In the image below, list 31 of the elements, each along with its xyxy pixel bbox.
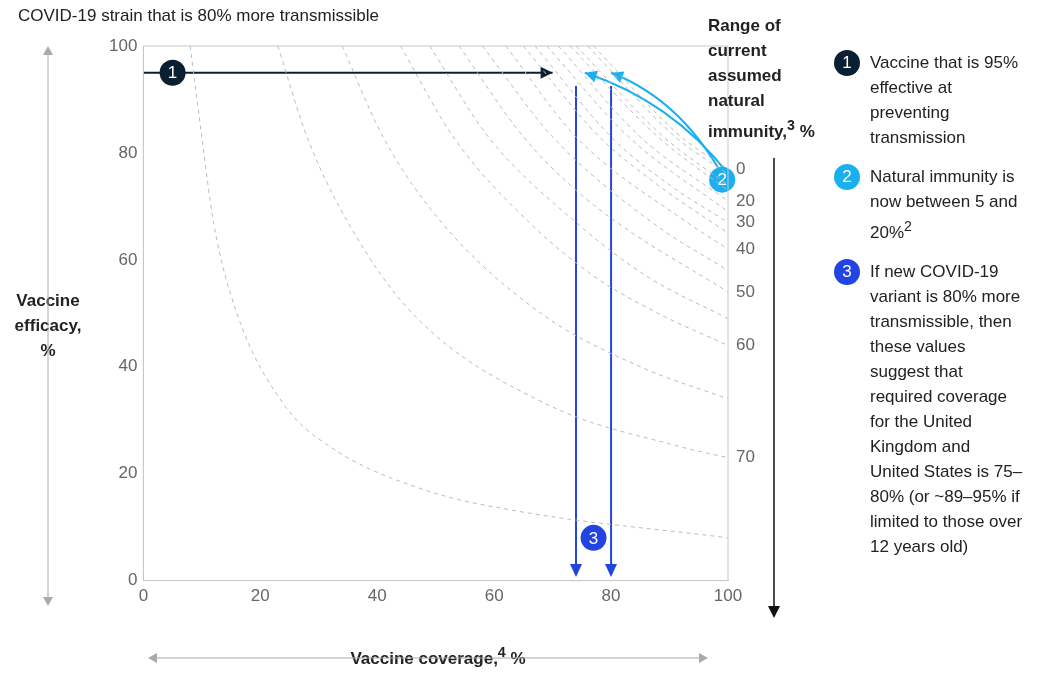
legend-title: Range of current assumed natural immunity,$^{3}$ % xyxy=(708,15,816,143)
y-tick-label: 60 xyxy=(118,249,138,269)
x-tick-label: 60 xyxy=(484,586,504,606)
text: 1 xyxy=(842,53,852,72)
series-label: 60 xyxy=(736,335,755,355)
text: Vaccine that is 95% effective at preventing transmission xyxy=(870,52,1020,149)
annotation: 2 xyxy=(717,170,727,190)
y-tick-label: 0 xyxy=(127,570,138,590)
y-axis-title: Vaccine efficacy, % xyxy=(13,290,83,362)
x-tick-label: 20 xyxy=(250,586,270,606)
x-tick-label: 100 xyxy=(713,586,743,606)
text: 3 xyxy=(842,261,852,281)
y-tick-label: 20 xyxy=(118,463,138,483)
series-label: 30 xyxy=(736,212,755,232)
x-tick-label: 40 xyxy=(367,586,387,606)
annotation: 1 xyxy=(167,63,178,83)
x-axis-title: Vaccine coverage,$^{4}$ % xyxy=(349,644,527,669)
chart-title: COVID-19 strain that is 80% more transmissible xyxy=(18,6,379,26)
text: 2 xyxy=(842,167,852,186)
y-tick-label: 80 xyxy=(118,142,138,162)
series-label: 0 xyxy=(736,158,746,178)
y-tick-label: 40 xyxy=(118,356,138,376)
series-label: 50 xyxy=(736,281,755,301)
series-label: 70 xyxy=(736,447,755,467)
text: If new COVID-19 variant is 80% more transmissible, then these values suggest that required coverage for the United Kingdom and United States is 75–80% (or ~89–95% if limited to those over 12 years old) xyxy=(870,261,1023,556)
series-label: 40 xyxy=(736,238,755,258)
x-tick-label: 80 xyxy=(601,586,621,606)
series-label: 20 xyxy=(736,190,755,210)
annotation: 3 xyxy=(588,528,599,548)
text: Natural immunity is now between 5 and 20%$^{2}$ xyxy=(870,166,1019,244)
y-tick-label: 100 xyxy=(108,35,138,55)
